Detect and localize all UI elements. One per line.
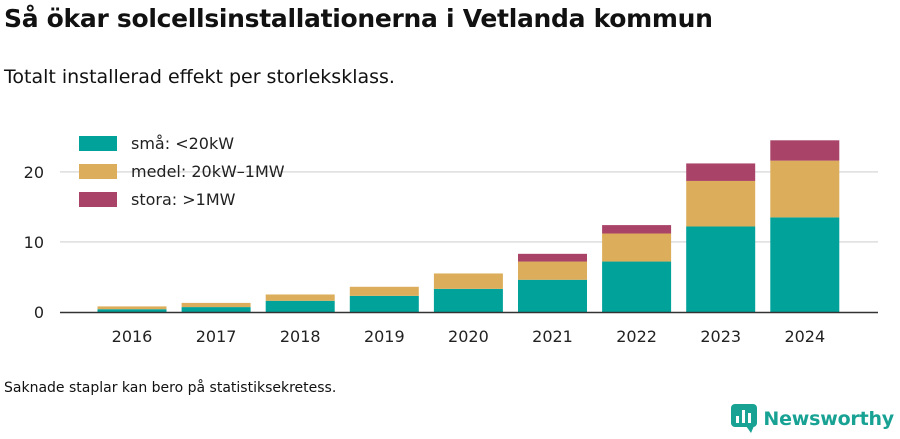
bar-2019-series-1 — [349, 286, 419, 296]
bar-2016-series-0 — [97, 309, 167, 312]
newsworthy-brand[interactable]: Newsworthy — [731, 404, 894, 434]
bar-2021-series-2 — [518, 253, 587, 262]
x-tick-label: 2021 — [532, 327, 573, 346]
x-tick-label: 2024 — [784, 327, 825, 346]
bar-2023-series-2 — [686, 163, 756, 181]
bar-2018-series-1 — [265, 294, 335, 301]
x-tick-label: 2018 — [280, 327, 321, 346]
x-tick-label: 2023 — [700, 327, 741, 346]
newsworthy-logo-icon — [731, 404, 758, 433]
legend-swatch-2 — [79, 192, 117, 207]
x-tick-label: 2020 — [448, 327, 489, 346]
bar-2021-series-0 — [518, 279, 587, 312]
bar-2019-series-0 — [349, 295, 419, 312]
bar-2022-series-0 — [602, 261, 672, 312]
bar-2018-series-0 — [265, 300, 335, 312]
stacked-bar-chart: 0 10 20 2016 2017 2018 2019 2020 2021 2022 2023 202… — [24, 134, 878, 346]
bar-2021-series-1 — [518, 261, 587, 280]
legend-label-2: stora: >1MW — [131, 190, 236, 209]
footnote: Saknade staplar kan bero på statistiksek… — [4, 380, 337, 396]
bar-2017-series-1 — [181, 302, 251, 308]
x-tick-label: 2022 — [616, 327, 657, 346]
y-tick-label: 0 — [34, 303, 44, 322]
legend-swatch-1 — [79, 164, 117, 179]
bar-2023-series-0 — [686, 226, 756, 312]
legend-swatch-0 — [79, 136, 117, 151]
y-tick-label: 10 — [24, 233, 44, 252]
chart-subtitle: Totalt installerad effekt per storlekskl… — [4, 66, 395, 88]
brand-name: Newsworthy — [763, 408, 894, 430]
bar-2016-series-1 — [97, 306, 167, 310]
bar-2017-series-0 — [181, 307, 251, 312]
bar-2020-series-1 — [433, 273, 503, 289]
y-tick-label: 20 — [24, 163, 44, 182]
chart-title: Så ökar solcellsinstallationerna i Vetla… — [4, 4, 713, 33]
x-tick-label: 2016 — [112, 327, 153, 346]
bar-2024-series-2 — [770, 140, 840, 161]
bar-2022-series-1 — [602, 233, 672, 262]
bar-2022-series-2 — [602, 225, 672, 234]
bar-2020-series-0 — [433, 288, 503, 312]
bar-2024-series-1 — [770, 160, 840, 218]
x-tick-label: 2017 — [196, 327, 237, 346]
legend-label-0: små: <20kW — [131, 134, 234, 153]
x-tick-label: 2019 — [364, 327, 405, 346]
legend-label-1: medel: 20kW–1MW — [131, 162, 285, 181]
bar-2024-series-0 — [770, 217, 840, 312]
bar-2023-series-1 — [686, 180, 756, 227]
